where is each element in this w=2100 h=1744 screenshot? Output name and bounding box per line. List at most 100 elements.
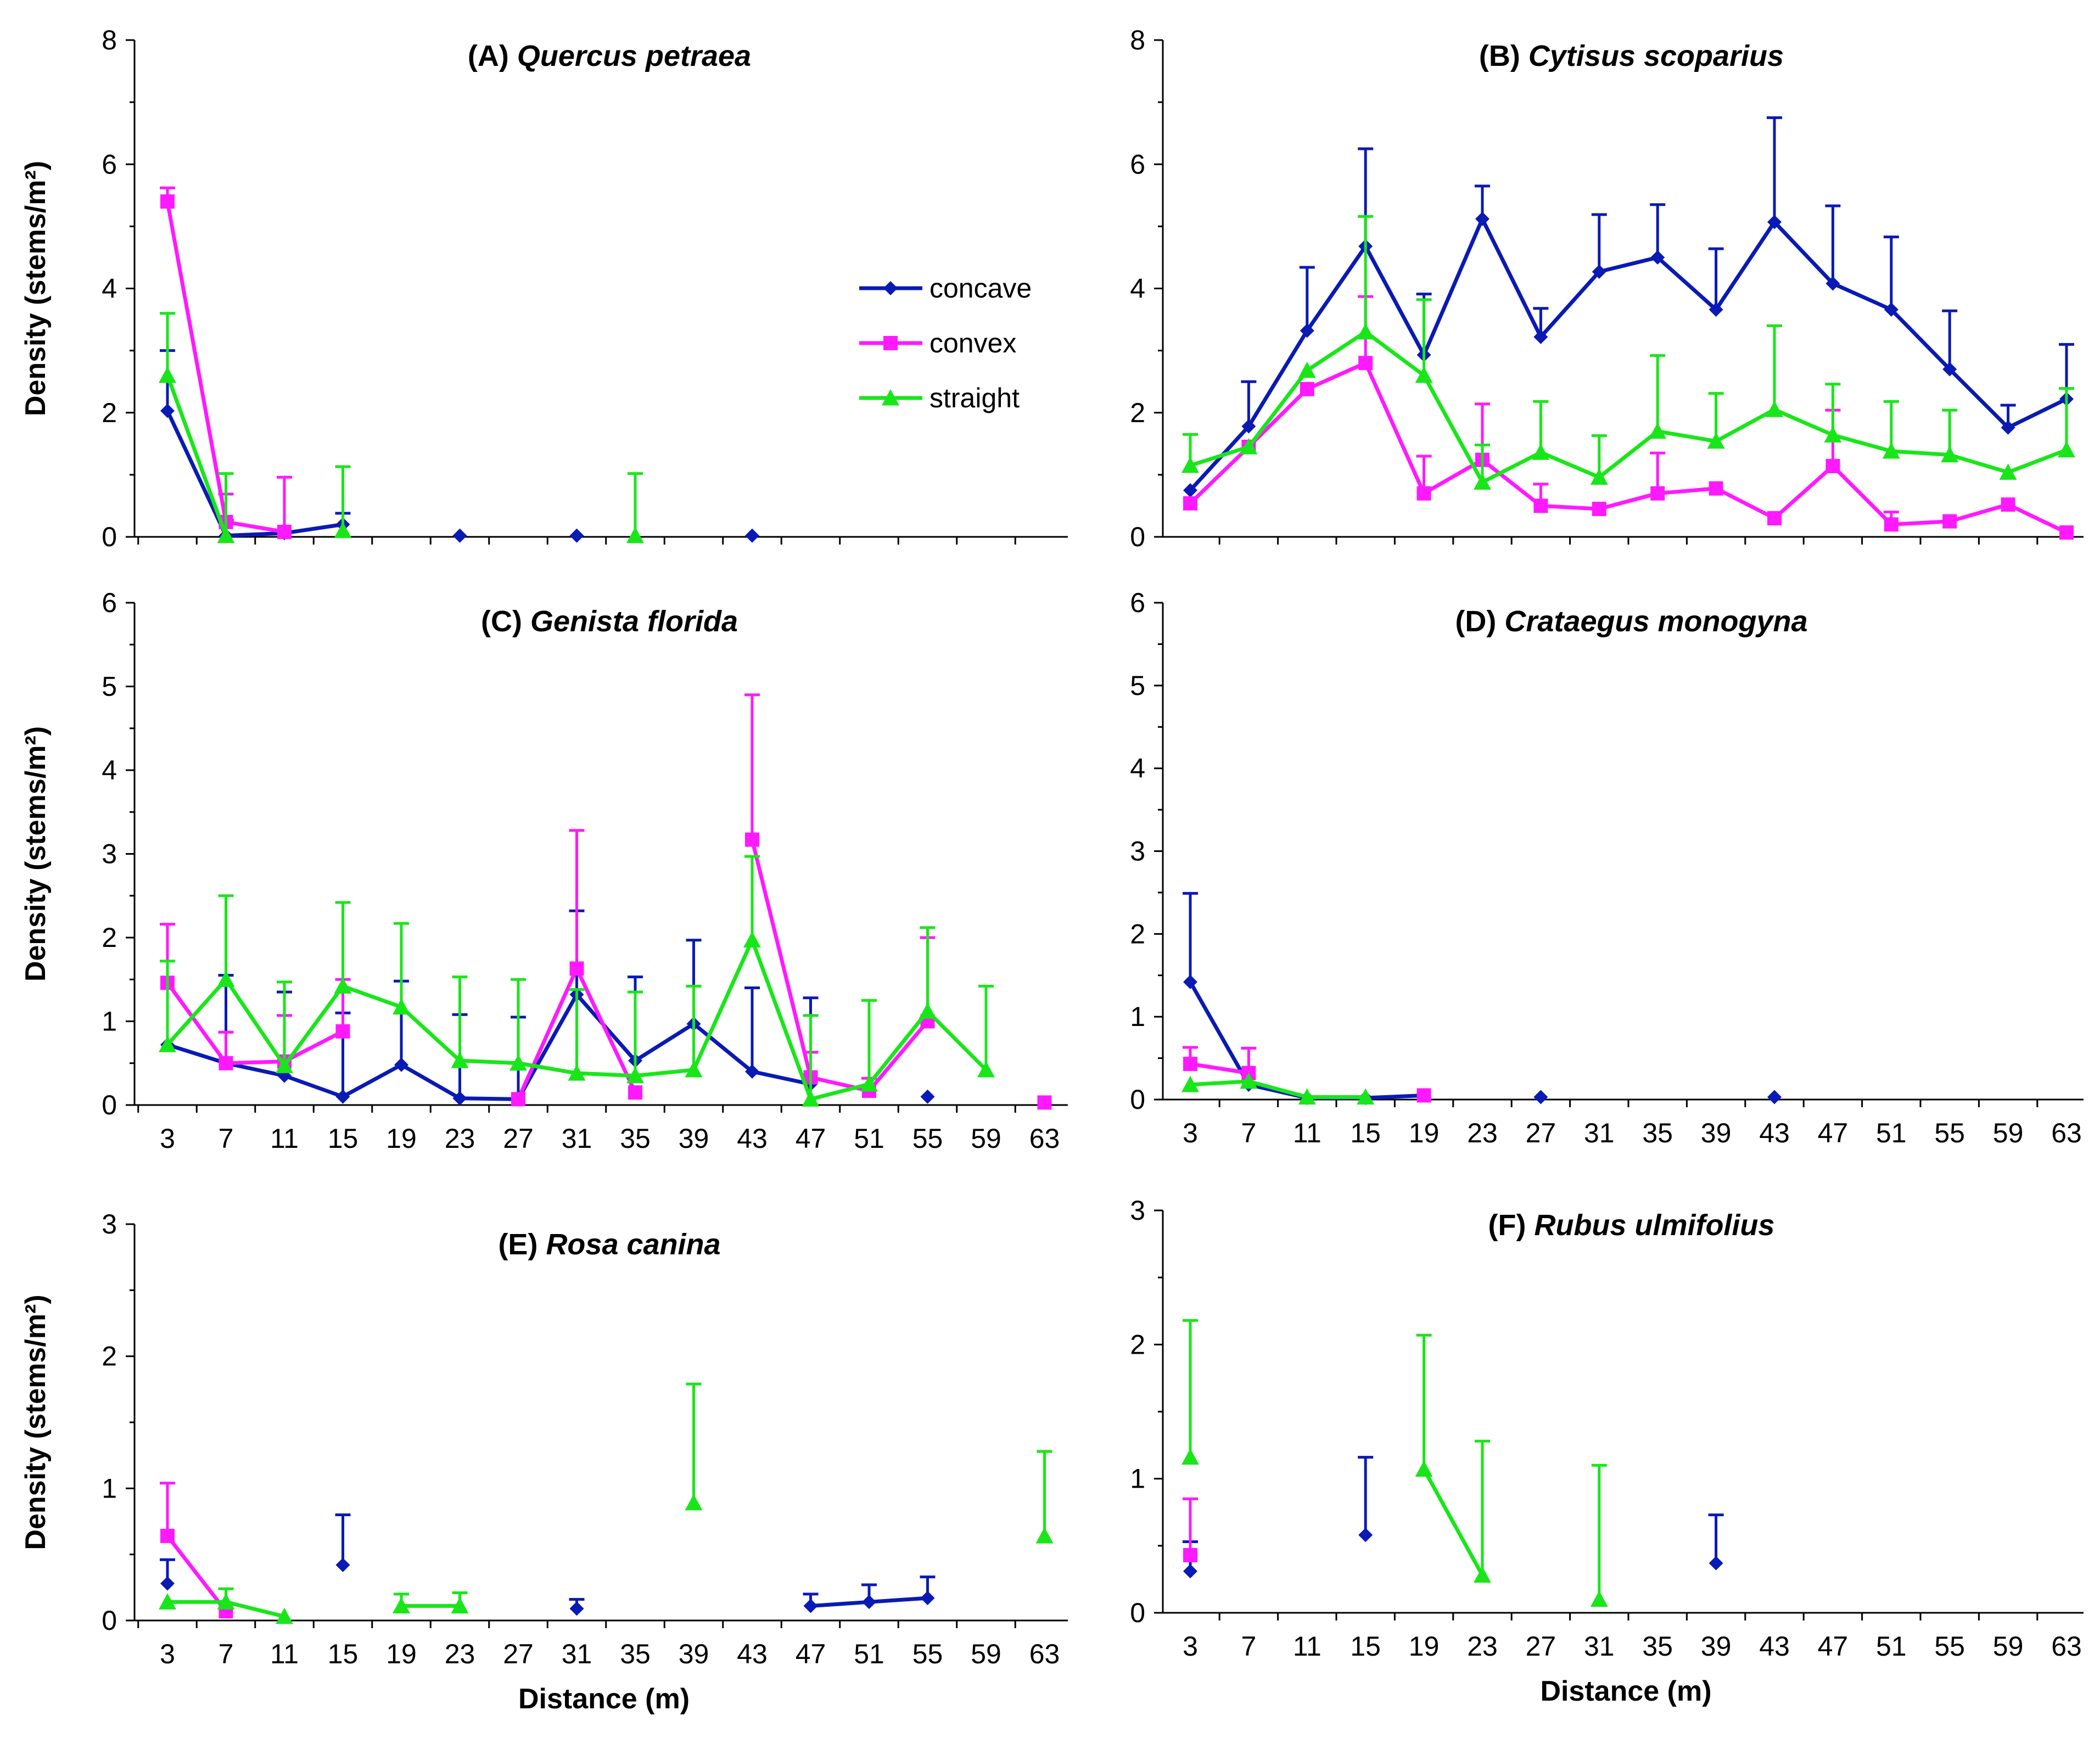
series-line-segment — [1481, 458, 1542, 508]
series-line-segment — [1832, 433, 1892, 453]
concave-point — [1825, 276, 1840, 291]
series-line-segment — [1306, 361, 1367, 391]
series-line-segment — [283, 985, 345, 1067]
y-axis-title: Density (stems/m²) — [20, 161, 52, 416]
series-line-segment — [225, 1600, 285, 1619]
x-tick-label: 19 — [386, 1639, 417, 1669]
convex-point — [1037, 1095, 1052, 1110]
x-tick-label: 63 — [1029, 1639, 1060, 1669]
series-line-segment — [1481, 451, 1542, 484]
x-tick-label: 31 — [562, 1639, 592, 1669]
series-line-segment — [165, 410, 228, 537]
series-concave — [160, 349, 759, 543]
x-tick-label: 19 — [1409, 1631, 1440, 1662]
series-line-segment — [1948, 368, 2010, 429]
straight-point — [1649, 422, 1667, 439]
concave-point — [1241, 419, 1256, 434]
convex-point — [628, 1085, 642, 1100]
x-tick-label: 47 — [796, 1639, 826, 1669]
y-tick-label: 2 — [1130, 918, 1145, 949]
y-tick-label: 0 — [1130, 1597, 1145, 1628]
x-tick-label: 63 — [1029, 1123, 1060, 1154]
series-convex — [1183, 295, 2074, 540]
x-tick-label: 35 — [1642, 1631, 1673, 1662]
straight-point — [1766, 401, 1783, 417]
series-straight — [1181, 1319, 1608, 1607]
straight-point — [1357, 1088, 1375, 1105]
y-tick-label: 3 — [102, 1209, 117, 1240]
straight-point — [1240, 438, 1258, 455]
y-tick-label: 5 — [1130, 670, 1145, 701]
straight-point — [509, 1054, 527, 1071]
y-tick-label: 1 — [1130, 1001, 1145, 1032]
straight-point — [1035, 1527, 1054, 1544]
x-tick-label: 43 — [1759, 1631, 1790, 1662]
series-line-segment — [1422, 218, 1485, 356]
x-tick-label: 3 — [1183, 1118, 1198, 1148]
x-tick-label: 47 — [796, 1123, 826, 1154]
series-line-segment — [283, 1074, 344, 1099]
series-line-segment — [225, 520, 285, 534]
straight-point — [626, 1067, 644, 1084]
straight-point — [1181, 1075, 1199, 1092]
series-line-segment — [1891, 519, 1950, 526]
panel-b: 0 2 4 6 8 (B) Cytisus scoparius — [1130, 25, 2084, 552]
series-line-segment — [226, 1059, 285, 1066]
straight-point — [743, 931, 761, 948]
concave-point — [2001, 420, 2015, 435]
straight-point — [1181, 1448, 1199, 1465]
straight-point — [860, 1075, 878, 1092]
straight-point — [1824, 426, 1842, 443]
y-tick-label: 4 — [102, 273, 117, 304]
convex-point — [1650, 486, 1665, 501]
concave-point — [1183, 483, 1197, 498]
series-line-segment — [692, 939, 754, 1071]
convex-point — [1358, 356, 1373, 371]
panel-title: (A) Quercus petraea — [468, 40, 751, 72]
y-tick-label: 8 — [1130, 25, 1145, 55]
concave-point — [1358, 1528, 1373, 1543]
series-line-segment — [750, 939, 813, 1100]
y-tick-label: 2 — [102, 1341, 117, 1372]
concave-point — [452, 1091, 467, 1106]
legend-item-concave: concave — [859, 273, 1032, 304]
concave-point — [745, 528, 759, 543]
series-line-segment — [1949, 502, 2009, 524]
x-tick-label: 3 — [160, 1123, 175, 1154]
straight-point — [276, 1057, 293, 1073]
y-tick-label: 0 — [1130, 1084, 1145, 1115]
legend-marker — [882, 389, 899, 406]
concave-point — [394, 1057, 408, 1072]
x-tick-label: 27 — [503, 1123, 534, 1154]
panel-letter: (F) — [1488, 1209, 1535, 1242]
concave-point — [452, 528, 467, 543]
y-tick-label: 1 — [102, 1006, 117, 1037]
concave-point — [1709, 302, 1723, 317]
straight-point — [393, 1597, 410, 1614]
straight-point — [1357, 323, 1375, 340]
concave-point — [1709, 1556, 1723, 1571]
convex-point — [277, 524, 292, 539]
series-line-segment — [1480, 218, 1543, 338]
straight-point — [1882, 442, 1900, 459]
series-line-segment — [226, 531, 285, 538]
concave-point — [1942, 362, 1957, 377]
x-tick-label: 51 — [1876, 1118, 1907, 1148]
series-line-segment — [2007, 397, 2068, 430]
y-tick-label: 3 — [1130, 1195, 1145, 1226]
convex-point — [1183, 1057, 1197, 1072]
concave-point — [1533, 329, 1548, 344]
series-line-segment — [400, 1005, 461, 1062]
convex-point — [511, 1092, 525, 1107]
series-line-segment — [1306, 330, 1367, 372]
series-convex — [1183, 1497, 1198, 1562]
series-line-segment — [810, 1075, 870, 1093]
y-tick-label: 6 — [102, 587, 117, 618]
x-tick-label: 27 — [1526, 1118, 1556, 1148]
x-tick-label: 15 — [1350, 1118, 1381, 1148]
x-tick-label: 59 — [971, 1123, 1001, 1154]
concave-point — [335, 1089, 350, 1104]
x-tick-label: 7 — [219, 1123, 234, 1154]
